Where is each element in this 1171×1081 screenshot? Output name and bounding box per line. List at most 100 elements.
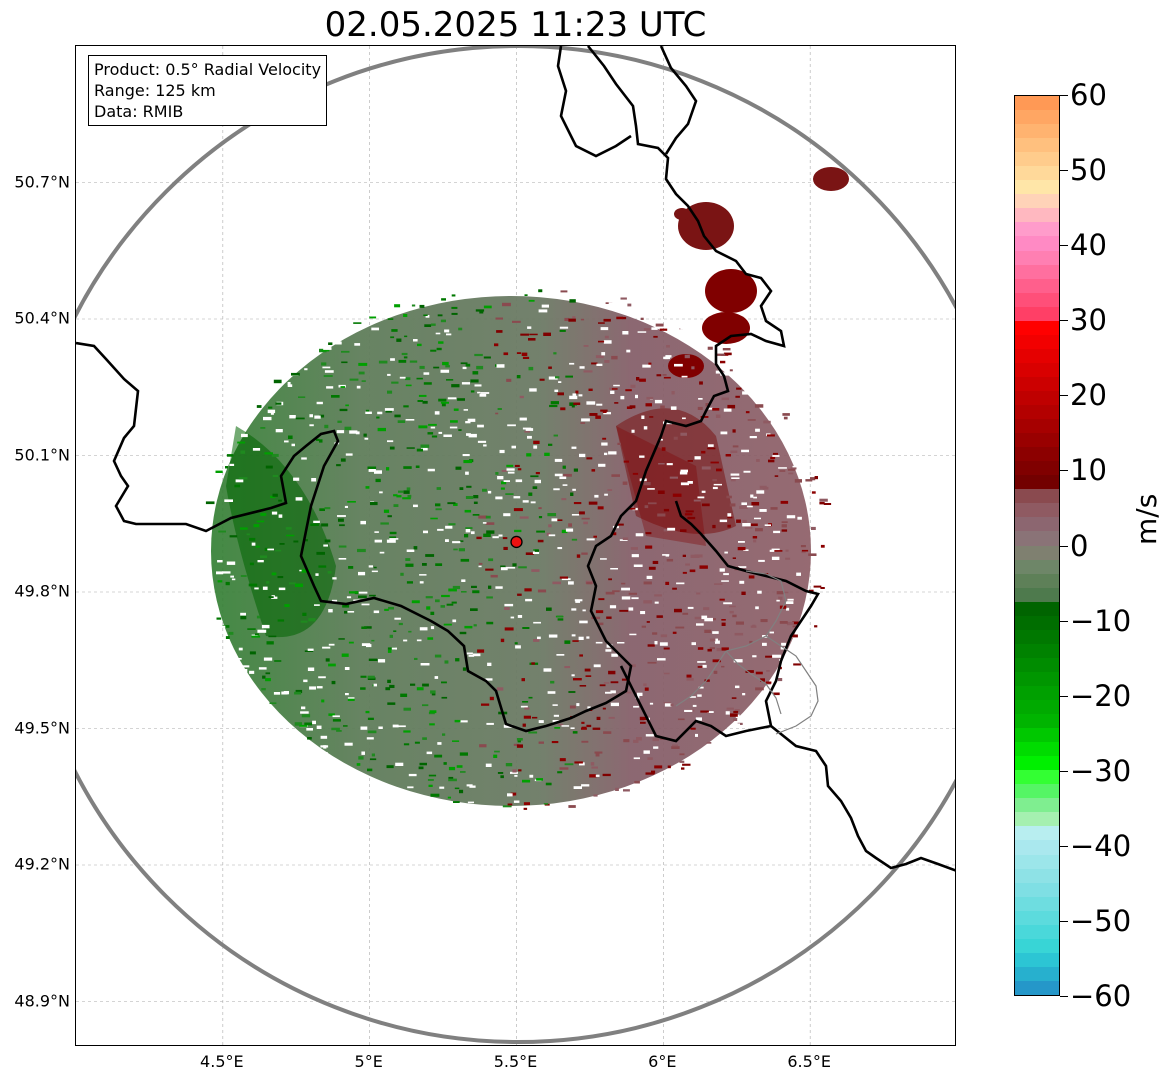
colorbar-tick-label: 20 xyxy=(1070,378,1107,413)
echo-pixel xyxy=(680,529,687,532)
echo-pixel xyxy=(752,536,758,539)
echo-pixel xyxy=(249,537,256,541)
echo-pixel xyxy=(580,318,585,321)
echo-pixel xyxy=(263,416,272,421)
echo-pixel xyxy=(365,710,370,714)
echo-pixel xyxy=(427,779,434,781)
echo-pixel xyxy=(288,435,293,439)
colorbar-segment xyxy=(1015,700,1059,715)
echo-pixel xyxy=(275,402,282,405)
echo-pixel xyxy=(340,386,345,388)
echo-pixel xyxy=(665,581,670,585)
echo-pixel xyxy=(744,526,753,529)
echo-pixel xyxy=(455,658,460,662)
echo-pixel xyxy=(316,725,322,729)
echo-pixel xyxy=(548,443,553,446)
echo-pixel xyxy=(734,632,744,636)
colorbar-segment xyxy=(1015,138,1059,153)
echo-pixel xyxy=(225,636,230,639)
colorbar-tick-label: 10 xyxy=(1070,453,1107,488)
echo-pixel xyxy=(464,625,473,629)
echo-pixel xyxy=(792,465,797,469)
lat-tick-label: 49.5°N xyxy=(14,718,70,737)
echo-pixel xyxy=(434,654,442,658)
echo-pixel xyxy=(377,427,386,432)
echo-pixel xyxy=(581,721,585,724)
echo-pixel xyxy=(715,640,720,644)
echo-pixel xyxy=(483,533,491,537)
colorbar-segment xyxy=(1015,938,1059,953)
echo-pixel xyxy=(483,305,492,309)
echo-pixel xyxy=(479,311,484,314)
echo-pixel xyxy=(785,557,791,560)
echo-pixel xyxy=(366,737,374,740)
echo-pixel xyxy=(551,741,559,744)
echo-pixel xyxy=(477,391,481,394)
echo-pixel xyxy=(699,381,703,385)
map-title: 02.05.2025 11:23 UTC xyxy=(324,5,707,45)
echo-pixel xyxy=(389,538,399,540)
echo-pixel xyxy=(486,596,493,599)
echo-pixel xyxy=(398,490,404,493)
echo-pixel xyxy=(474,384,482,387)
echo-pixel xyxy=(225,581,230,586)
echo-pixel xyxy=(707,447,716,450)
radar-map[interactable] xyxy=(75,45,956,1046)
echo-pixel xyxy=(591,362,598,365)
echo-pixel xyxy=(271,511,278,515)
echo-pixel xyxy=(331,727,340,731)
echo-pixel xyxy=(755,528,763,532)
echo-pixel xyxy=(378,360,388,364)
colorbar-tick-label: 50 xyxy=(1070,153,1107,188)
echo-pixel xyxy=(517,468,522,471)
echo-pixel xyxy=(771,556,780,560)
echo-pixel xyxy=(270,412,274,415)
echo-pixel xyxy=(533,445,538,449)
echo-pixel xyxy=(746,505,753,508)
echo-pixel xyxy=(696,592,701,595)
echo-pixel xyxy=(311,478,317,482)
echo-pixel xyxy=(394,617,401,620)
echo-pixel xyxy=(275,549,282,552)
echo-pixel xyxy=(368,658,378,661)
echo-pixel xyxy=(361,626,367,629)
echo-pixel xyxy=(477,424,484,428)
echo-pixel xyxy=(786,515,796,519)
echo-pixel xyxy=(464,509,472,513)
echo-pixel xyxy=(306,728,313,731)
echo-pixel xyxy=(419,304,425,308)
echo-pixel xyxy=(438,398,447,402)
echo-pixel xyxy=(561,725,570,727)
echo-pixel xyxy=(503,480,510,482)
echo-pixel xyxy=(287,382,291,386)
colorbar-tick xyxy=(1060,470,1068,472)
echo-pixel xyxy=(481,703,490,706)
echo-pixel xyxy=(216,617,222,620)
echo-pixel xyxy=(801,550,806,554)
echo-pixel xyxy=(472,371,479,375)
echo-pixel xyxy=(811,526,816,530)
echo-pixel xyxy=(446,379,454,381)
echo-pixel xyxy=(723,602,733,605)
echo-pixel xyxy=(389,634,393,638)
colorbar-segment xyxy=(1015,840,1059,855)
echo-pixel xyxy=(465,421,471,424)
echo-pixel xyxy=(436,487,441,490)
echo-pixel xyxy=(387,647,396,650)
echo-pixel xyxy=(773,530,781,534)
echo-pixel xyxy=(526,453,532,457)
colorbar-segment xyxy=(1015,559,1059,574)
echo-pixel xyxy=(448,778,457,782)
echo-pixel xyxy=(755,428,760,432)
echo-pixel xyxy=(600,327,609,331)
echo-pixel xyxy=(304,368,308,371)
echo-pixel xyxy=(397,725,406,728)
echo-pixel xyxy=(715,370,722,374)
echo-pixel xyxy=(513,508,523,512)
echo-pixel xyxy=(528,299,535,302)
echo-pixel xyxy=(555,376,560,379)
echo-pixel xyxy=(448,776,454,779)
colorbar-segment xyxy=(1015,348,1059,363)
echo-pixel xyxy=(332,715,340,718)
echo-pixel xyxy=(504,607,510,610)
